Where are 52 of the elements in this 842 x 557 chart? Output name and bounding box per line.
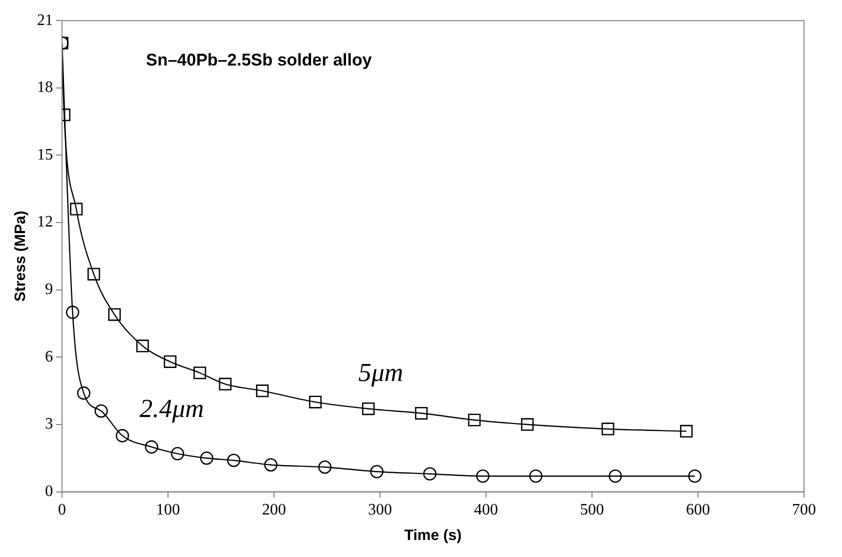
point	[164, 355, 176, 368]
point	[136, 340, 149, 352]
point	[423, 467, 436, 480]
y-tick-label: 9	[45, 281, 53, 298]
y-tick-label: 12	[37, 214, 53, 231]
point	[94, 404, 108, 418]
point	[87, 268, 100, 280]
point	[370, 464, 384, 478]
point	[680, 424, 693, 438]
y-tick-label: 18	[37, 79, 53, 96]
x-tick-label: 600	[686, 502, 710, 519]
point	[529, 469, 542, 483]
x-axis-title: Time (s)	[404, 527, 462, 544]
point	[218, 378, 232, 390]
series-label: 2.4μm	[140, 394, 204, 423]
text: Sn–40Pb–2.5Sb solder alloy	[146, 50, 372, 70]
point	[521, 418, 534, 431]
x-tick-label: 0	[58, 502, 66, 519]
point	[318, 460, 332, 474]
point	[108, 308, 121, 321]
series-label: 5μm	[358, 358, 404, 387]
point	[170, 447, 184, 460]
point	[264, 458, 278, 472]
x-tick-label: 200	[262, 502, 286, 519]
point	[256, 384, 269, 398]
point	[116, 429, 130, 442]
point	[144, 440, 158, 454]
y-tick-label: 6	[45, 348, 53, 366]
point	[77, 386, 90, 400]
y-axis-title: Stress (MPa)	[12, 210, 30, 302]
point	[602, 422, 614, 436]
point	[200, 451, 214, 465]
x-tick-label: 500	[580, 502, 604, 519]
x-tick-label: 700	[792, 502, 816, 519]
point	[608, 469, 622, 483]
point	[66, 306, 80, 319]
x-tick-label: 300	[368, 502, 392, 519]
point	[688, 469, 702, 483]
point	[476, 469, 490, 483]
y-tick-label: 3	[45, 416, 53, 433]
point	[227, 454, 240, 468]
x-tick-label: 100	[156, 502, 180, 519]
y-tick-label: 15	[37, 146, 53, 164]
point	[362, 402, 375, 416]
y-tick-label: 0	[45, 483, 53, 500]
point	[468, 414, 481, 426]
point	[309, 396, 322, 408]
point	[193, 366, 206, 380]
y-tick-label: 21	[37, 12, 53, 29]
point	[70, 202, 83, 216]
x-tick-label: 400	[474, 502, 498, 519]
point	[415, 406, 428, 420]
